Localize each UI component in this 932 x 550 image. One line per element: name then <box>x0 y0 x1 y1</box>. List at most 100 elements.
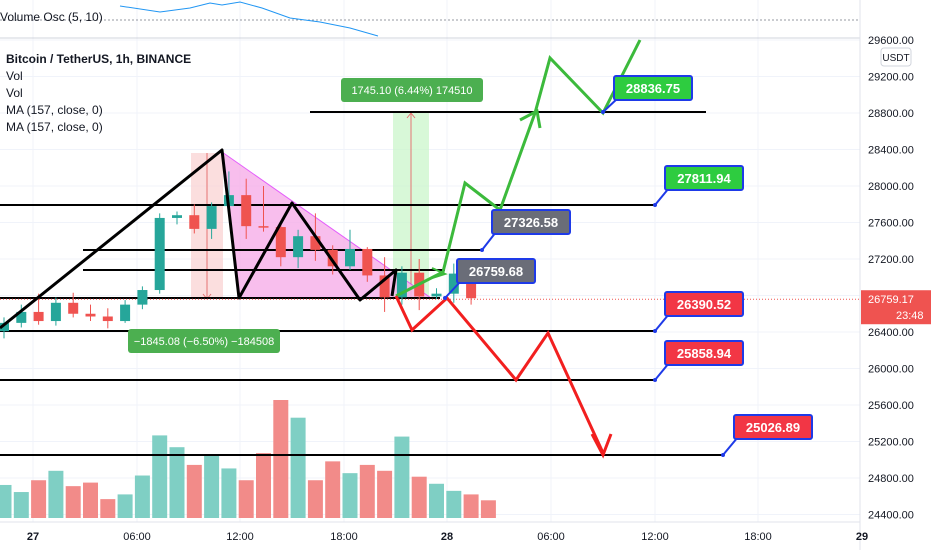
price-tick-29600: 29600.00 <box>868 35 914 47</box>
price-callout-27811.94[interactable]: 27811.94 <box>653 165 744 207</box>
price-callout-27326.58[interactable]: 27326.58 <box>480 209 571 252</box>
volume-bar <box>480 500 496 518</box>
candle-body <box>85 313 96 317</box>
zigzag-pattern[interactable] <box>0 148 398 330</box>
legend-ma-1[interactable]: MA (157, close, 0) <box>6 103 103 117</box>
price-tick-28800: 28800.00 <box>868 108 914 120</box>
legend-ma-2[interactable]: MA (157, close, 0) <box>6 120 103 134</box>
bullish-arrowhead <box>519 108 542 129</box>
candle-body <box>379 275 390 298</box>
measure-down-label[interactable]: −1845.08 (−6.50%) −184508 <box>128 329 280 353</box>
candle-body <box>154 217 165 291</box>
candle-body <box>431 293 442 297</box>
callout-box <box>664 291 744 317</box>
volume-bar <box>273 400 289 518</box>
callout-anchor <box>601 110 605 114</box>
time-tick-1: 06:00 <box>123 531 151 543</box>
callout-anchor <box>653 329 657 333</box>
bullish-projection[interactable] <box>395 39 642 298</box>
current-price-tag[interactable]: 26759.17 23:48 <box>861 290 931 325</box>
price-callout-26759.68[interactable]: 26759.68 <box>443 258 536 300</box>
bearish-arrowhead <box>590 433 613 459</box>
candle-body <box>172 215 182 218</box>
callout-anchor <box>653 203 657 207</box>
price-tick-26400: 26400.00 <box>868 327 914 339</box>
volume-bar <box>31 480 47 518</box>
candle-body <box>258 226 269 228</box>
callout-leader <box>722 436 739 456</box>
volume-bar <box>48 470 64 518</box>
osc-line <box>119 1 379 37</box>
volume-bar <box>169 447 185 518</box>
volume-bar <box>65 486 81 518</box>
legend-title[interactable]: Bitcoin / TetherUS, 1h, BINANCE <box>6 52 192 66</box>
price-tick-28400: 28400.00 <box>868 145 914 157</box>
callout-leader <box>481 231 497 251</box>
candle-body <box>345 248 355 267</box>
price-callout-25026.89[interactable]: 25026.89 <box>721 414 813 457</box>
measure-up-label[interactable]: 1745.10 (6.44%) 174510 <box>341 78 483 102</box>
price-axis[interactable]: 24400.00 24800.00 25200.00 25600.00 26000.00… <box>859 0 932 550</box>
volume-bar <box>134 475 150 518</box>
candle-body <box>466 273 477 299</box>
price-callout-26390.52[interactable]: 26390.52 <box>653 291 744 333</box>
legend-vol-1[interactable]: Vol <box>6 69 23 83</box>
callout-box <box>664 340 744 366</box>
callout-box <box>456 258 536 284</box>
callout-text: 27811.94 <box>677 171 731 186</box>
candle-body <box>206 206 217 229</box>
time-tick-3: 18:00 <box>330 531 358 543</box>
price-callout-25858.94[interactable]: 25858.94 <box>653 340 744 382</box>
callout-text: 28836.75 <box>626 81 680 96</box>
candle-body <box>102 316 113 322</box>
bullish-arrowhead-2 <box>431 267 448 279</box>
time-tick-5: 06:00 <box>537 531 565 543</box>
callout-box <box>664 165 744 191</box>
callout-anchor <box>480 248 484 252</box>
candles <box>0 171 477 339</box>
callout-box <box>613 75 693 101</box>
volume-bars <box>0 400 496 518</box>
current-price-tag-bg <box>861 290 931 325</box>
time-tick-0: 27 <box>27 531 39 543</box>
callout-anchor <box>721 453 725 457</box>
price-tick-25200: 25200.00 <box>868 437 914 449</box>
volume-bar <box>256 453 271 518</box>
legend-vol-2[interactable]: Vol <box>6 86 23 100</box>
callout-anchor <box>653 378 657 382</box>
callout-box <box>733 414 813 440</box>
volume-bar <box>83 482 98 518</box>
time-tick-2: 12:00 <box>226 531 254 543</box>
volume-bar <box>0 484 12 518</box>
volume-bar <box>411 476 427 518</box>
candle-body <box>327 249 338 267</box>
volume-bar <box>307 480 323 518</box>
candle-body <box>33 311 44 322</box>
volume-bar <box>290 417 306 518</box>
volume-osc-label[interactable]: Volume Osc (5, 10) <box>0 10 103 24</box>
drawings-front[interactable]: 1745.10 (6.44%) 174510 −1845.08 (−6.50%) … <box>0 39 642 459</box>
candle-body <box>68 302 79 314</box>
time-axis[interactable]: 27 06:00 12:00 18:00 28 06:00 12:00 18:00 29 <box>0 521 868 543</box>
volume-bar <box>446 490 462 518</box>
volume-bar <box>152 435 168 518</box>
candle-body <box>310 236 321 250</box>
volume-bar <box>342 473 358 518</box>
price-labels[interactable]: 28836.75 27811.94 27326.58 26759.68 26390.52… <box>443 75 813 457</box>
measure-up-label-bg <box>341 78 483 102</box>
time-tick-7: 18:00 <box>744 531 772 543</box>
candle-body <box>275 227 286 258</box>
candle-body <box>50 302 61 322</box>
price-tick-25600: 25600.00 <box>868 400 914 412</box>
bearish-projection[interactable] <box>394 295 606 456</box>
price-tick-27200: 27200.00 <box>868 254 914 266</box>
countdown-text: 23:48 <box>896 310 924 322</box>
candle-body <box>293 236 304 258</box>
current-price-text: 26759.17 <box>868 294 914 306</box>
currency-button[interactable]: USDT <box>880 47 912 67</box>
callout-text: 26390.52 <box>677 297 731 312</box>
callout-box <box>491 209 571 235</box>
price-callout-28836.75[interactable]: 28836.75 <box>601 75 693 114</box>
time-tick-8: 29 <box>856 531 868 543</box>
